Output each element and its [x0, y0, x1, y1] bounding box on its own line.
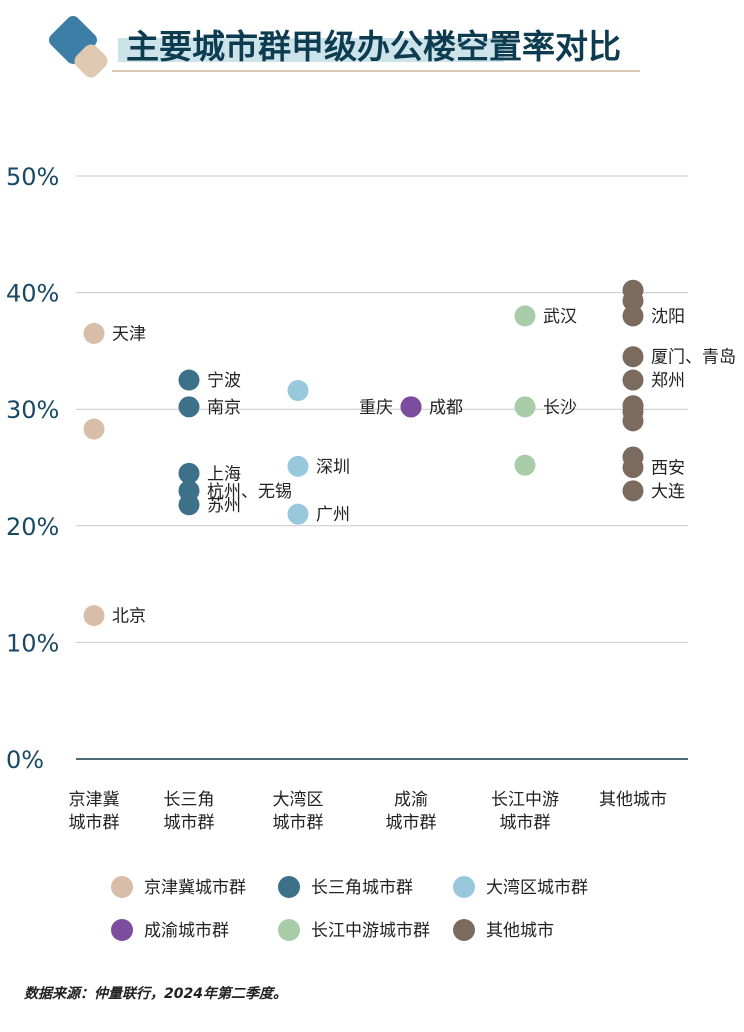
legend-swatch	[278, 919, 300, 941]
data-label: 杭州、无锡	[207, 482, 292, 502]
data-point	[400, 396, 422, 418]
chart-title: 主要城市群甲级办公楼空置率对比	[126, 27, 621, 66]
y-axis-ticks: 0% 10% 20% 30% 40% 50%	[6, 163, 59, 774]
legend-item: 京津冀城市群	[111, 876, 246, 898]
data-label: 深圳	[316, 457, 350, 477]
data-point	[287, 455, 309, 477]
data-label: 郑州	[651, 371, 685, 391]
legend-swatch	[111, 919, 133, 941]
data-point	[514, 396, 536, 418]
y-tick-label: 30%	[6, 396, 59, 424]
x-category-label: 京津冀城市群	[69, 790, 120, 833]
x-category-label: 其他城市	[599, 790, 667, 810]
data-label: 南京	[207, 398, 241, 418]
x-category-label: 长三角城市群	[164, 790, 215, 833]
data-label: 上海	[207, 464, 241, 484]
data-point	[622, 410, 644, 432]
data-point	[622, 305, 644, 327]
data-label: 成都	[429, 398, 463, 418]
legend-item: 成渝城市群	[111, 919, 229, 941]
data-point	[178, 396, 200, 418]
data-point	[622, 457, 644, 478]
title-logo-light-square	[74, 44, 108, 78]
data-point	[178, 369, 200, 391]
legend-swatch	[278, 876, 300, 898]
legend-item: 大湾区城市群	[453, 876, 588, 898]
data-point	[83, 322, 105, 344]
data-label: 广州	[316, 505, 350, 525]
data-point	[287, 503, 309, 525]
data-label: 西安	[651, 459, 685, 479]
y-tick-label: 20%	[6, 513, 59, 541]
x-category-label: 成渝城市群	[386, 790, 437, 833]
legend-swatch	[453, 919, 475, 941]
y-tick-label: 40%	[6, 280, 59, 308]
data-point	[83, 605, 105, 627]
data-point	[287, 380, 309, 402]
data-label: 沈阳	[651, 307, 685, 327]
source-note: 数据来源：仲量联行，2024年第二季度。	[24, 985, 287, 1002]
data-label: 厦门、青岛	[651, 348, 736, 368]
data-label: 宁波	[207, 371, 241, 391]
data-label: 长沙	[543, 398, 577, 418]
title-header: 主要城市群甲级办公楼空置率对比	[49, 16, 640, 78]
y-tick-label: 50%	[6, 163, 59, 191]
data-point	[622, 480, 644, 502]
data-point	[514, 454, 536, 476]
x-axis-categories: 京津冀城市群 长三角城市群 大湾区城市群 成渝城市群 长江中游城市群 其他城市	[69, 790, 668, 833]
legend-item: 长江中游城市群	[278, 919, 430, 941]
scatter-points	[83, 279, 644, 627]
grid	[76, 175, 688, 760]
data-point	[622, 369, 644, 391]
data-point	[622, 290, 644, 312]
title-underline	[112, 70, 640, 72]
data-point	[622, 346, 644, 368]
legend-item: 其他城市	[453, 919, 554, 941]
y-tick-label: 0%	[6, 746, 44, 774]
legend-label: 成渝城市群	[144, 921, 229, 941]
legend-item: 长三角城市群	[278, 876, 413, 898]
data-point	[83, 418, 105, 440]
y-tick-label: 10%	[6, 629, 59, 657]
data-point	[178, 462, 200, 484]
data-label: 重庆	[359, 398, 393, 418]
legend-label: 京津冀城市群	[144, 878, 246, 898]
x-category-label: 长江中游城市群	[491, 790, 559, 833]
legend-swatch	[453, 876, 475, 898]
legend-label: 长江中游城市群	[311, 921, 430, 941]
title-highlight	[118, 38, 504, 62]
data-label: 苏州	[207, 496, 241, 516]
legend-label: 其他城市	[486, 921, 554, 941]
legend-label: 长三角城市群	[311, 878, 413, 898]
legend-swatch	[111, 876, 133, 898]
x-category-label: 大湾区城市群	[273, 790, 324, 833]
data-point	[514, 305, 536, 327]
data-label: 武汉	[543, 307, 577, 327]
data-point	[178, 494, 200, 516]
data-label: 天津	[112, 324, 146, 344]
data-label: 北京	[112, 607, 146, 627]
legend-label: 大湾区城市群	[486, 878, 588, 898]
data-label: 大连	[651, 482, 685, 502]
